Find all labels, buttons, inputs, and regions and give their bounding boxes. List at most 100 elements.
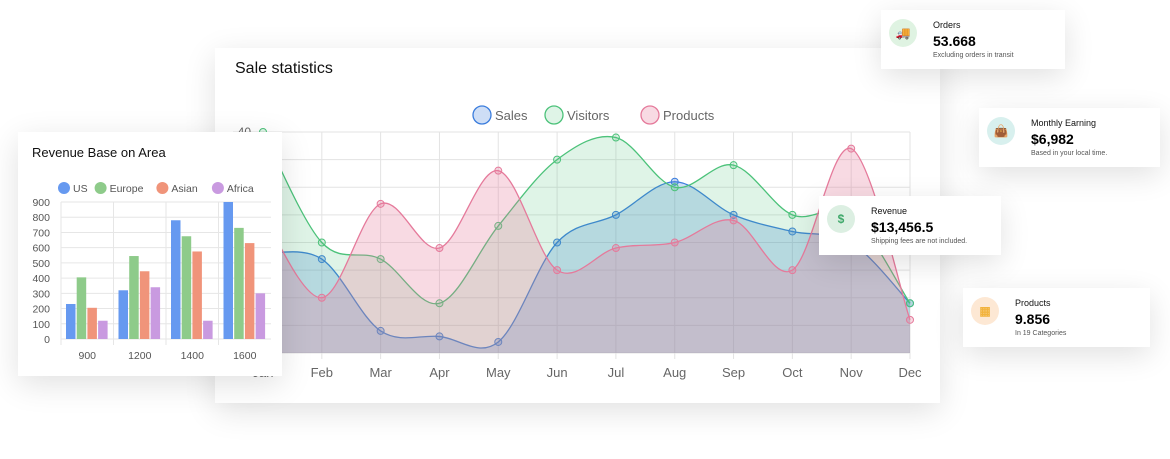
legend-marker bbox=[94, 182, 107, 194]
data-point bbox=[729, 216, 738, 225]
x-tick-label: 1400 bbox=[181, 350, 205, 362]
data-point bbox=[376, 255, 385, 264]
x-tick-label: Mar bbox=[369, 365, 392, 380]
stat-sub: Excluding orders in transit bbox=[933, 52, 1014, 59]
sale-statistics-chart: JanFebMarAprMayJunJulAugSepOctNovDec40Sa… bbox=[233, 105, 922, 380]
x-tick-label: Nov bbox=[840, 365, 864, 380]
data-point bbox=[729, 210, 738, 219]
data-point bbox=[670, 238, 679, 247]
bar-europe bbox=[76, 277, 87, 339]
area-fill-visitors bbox=[263, 132, 910, 353]
data-point bbox=[317, 293, 326, 302]
bar-us bbox=[171, 220, 181, 339]
legend-label: Sales bbox=[495, 108, 528, 123]
data-point bbox=[847, 144, 856, 153]
data-point bbox=[435, 332, 444, 341]
data-point bbox=[553, 238, 562, 247]
stat-sub: Based in your local time. bbox=[1031, 150, 1108, 157]
y-tick-label: 600 bbox=[32, 243, 50, 255]
x-tick-label: Feb bbox=[311, 365, 333, 380]
x-tick-label: Apr bbox=[429, 365, 450, 380]
stat-card-orders: 🚚 Orders 53.668 Excluding orders in tran… bbox=[881, 10, 1065, 69]
y-tick-label: 500 bbox=[32, 258, 50, 270]
y-tick-label: 800 bbox=[32, 212, 50, 224]
data-point bbox=[788, 210, 797, 219]
x-tick-label: Sep bbox=[722, 365, 745, 380]
dollar-icon: $ bbox=[827, 205, 855, 233]
stat-card-products: ▦ Products 9.856 In 19 Categories bbox=[963, 288, 1150, 347]
bar-europe bbox=[234, 227, 244, 339]
revenue-area-title: Revenue Base on Area bbox=[32, 145, 166, 160]
sale-statistics-title: Sale statistics bbox=[235, 60, 333, 77]
y-tick-label: 200 bbox=[32, 304, 50, 316]
data-point bbox=[317, 255, 326, 264]
data-point bbox=[435, 244, 444, 253]
x-tick-label: 1600 bbox=[233, 350, 257, 362]
bar-asian bbox=[139, 271, 150, 339]
y-tick-label: 700 bbox=[32, 227, 50, 239]
revenue-area-card: Revenue Base on Area 0 100 200 300 400 500 600… bbox=[18, 132, 282, 376]
data-point bbox=[611, 244, 620, 253]
data-point bbox=[906, 299, 914, 308]
stat-sub: In 19 Categories bbox=[1015, 330, 1067, 337]
y-tick-label: 900 bbox=[32, 197, 50, 209]
stat-label: Products bbox=[1015, 298, 1051, 308]
data-point bbox=[376, 326, 385, 335]
y-tick-label: 400 bbox=[32, 273, 50, 285]
x-tick-label: May bbox=[486, 365, 511, 380]
data-point bbox=[611, 210, 620, 219]
x-tick-label: Dec bbox=[898, 365, 922, 380]
area-fill-sales bbox=[263, 181, 910, 353]
x-tick-label: Oct bbox=[782, 365, 803, 380]
bar-us bbox=[66, 303, 76, 339]
data-point bbox=[553, 155, 562, 164]
stat-card-monthly-earning: 👜 Monthly Earning $6,982 Based in your l… bbox=[979, 108, 1160, 167]
stat-label: Monthly Earning bbox=[1031, 118, 1097, 128]
legend-label: Europe bbox=[110, 183, 144, 195]
data-point bbox=[553, 266, 562, 275]
bar-africa bbox=[203, 320, 213, 339]
data-point bbox=[906, 315, 914, 324]
stat-value: $6,982 bbox=[1031, 131, 1074, 147]
data-point bbox=[494, 337, 503, 346]
bar-asian bbox=[192, 251, 202, 339]
data-point bbox=[670, 177, 679, 186]
legend-label: Asian bbox=[171, 183, 197, 195]
bar-us bbox=[118, 290, 128, 339]
legend-marker bbox=[472, 105, 492, 125]
legend-label: Africa bbox=[227, 183, 254, 195]
bar-asian bbox=[87, 307, 97, 339]
bar-africa bbox=[98, 320, 108, 339]
stat-label: Revenue bbox=[871, 206, 908, 216]
series-line-sales bbox=[262, 181, 911, 349]
stat-value: $13,456.5 bbox=[871, 219, 934, 235]
stat-card-revenue: $ Revenue $13,456.5 Shipping fees are no… bbox=[819, 196, 1001, 255]
shopping-bag-icon: 👜 bbox=[987, 117, 1015, 145]
bar-europe bbox=[181, 236, 192, 339]
legend-marker bbox=[544, 105, 564, 125]
stat-sub: Shipping fees are not included. bbox=[871, 238, 968, 245]
data-point bbox=[611, 133, 620, 142]
bar-africa bbox=[255, 293, 266, 339]
stat-value: 53.668 bbox=[933, 33, 976, 49]
qr-code-icon: ▦ bbox=[971, 297, 999, 325]
data-point bbox=[494, 166, 503, 175]
y-tick-label: 100 bbox=[32, 319, 50, 331]
data-point bbox=[729, 161, 738, 170]
legend-label: Visitors bbox=[567, 108, 610, 123]
bar-africa bbox=[150, 287, 161, 339]
legend-marker bbox=[211, 182, 224, 194]
y-tick-label: 0 bbox=[44, 334, 50, 346]
data-point bbox=[494, 221, 503, 230]
data-point bbox=[435, 299, 444, 308]
bar-us bbox=[223, 202, 233, 339]
series-line-visitors bbox=[262, 131, 911, 305]
data-point bbox=[788, 227, 797, 236]
legend-label: US bbox=[73, 183, 88, 195]
legend-marker bbox=[640, 105, 660, 125]
data-point bbox=[317, 238, 326, 247]
bar-europe bbox=[129, 256, 139, 339]
truck-icon: 🚚 bbox=[889, 19, 917, 47]
y-tick-label: 300 bbox=[32, 288, 50, 300]
x-tick-label: 900 bbox=[78, 350, 96, 362]
